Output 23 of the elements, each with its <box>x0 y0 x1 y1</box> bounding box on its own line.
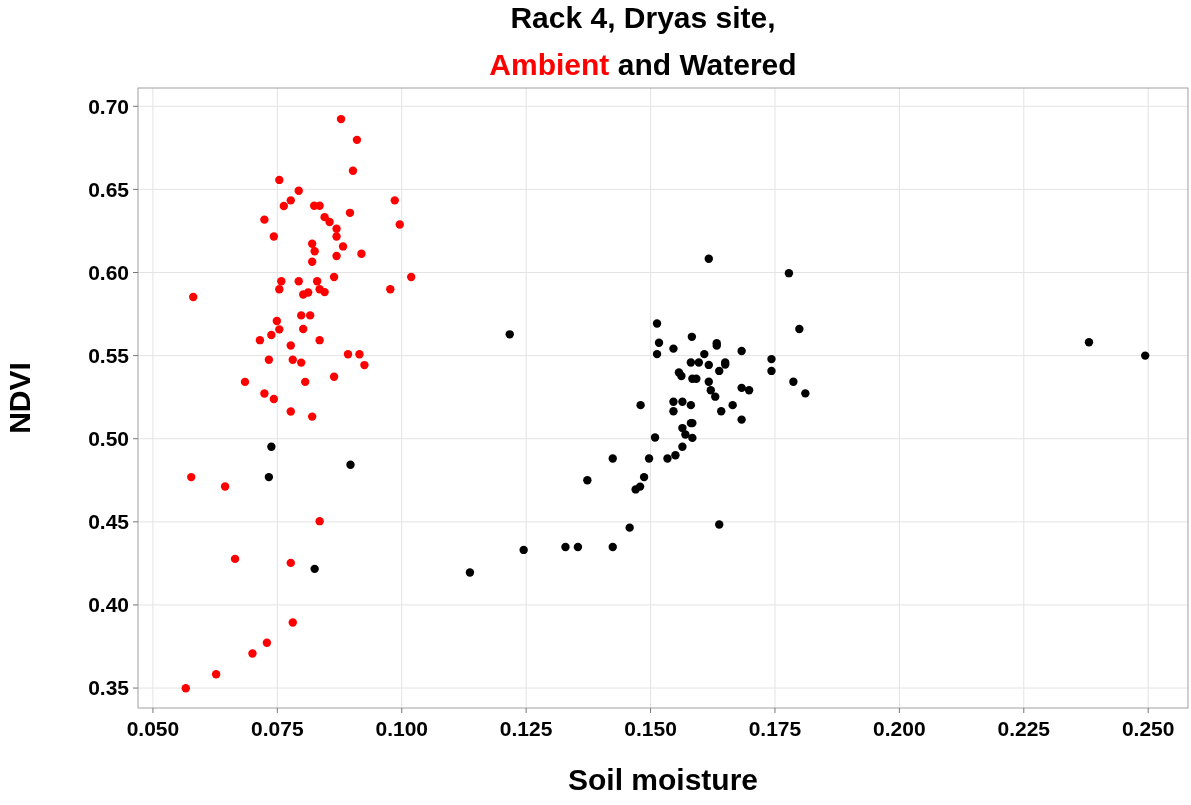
y-tick-label: 0.60 <box>88 260 129 284</box>
text: Watered <box>679 48 797 81</box>
y-tick-label: 0.35 <box>88 676 130 700</box>
y-tick-label: 0.55 <box>88 343 130 367</box>
x-tick-label: 0.175 <box>748 717 802 740</box>
y-tick-label: 0.40 <box>88 593 129 617</box>
x-tick-label: 0.125 <box>499 717 553 740</box>
x-tick-label: 0.075 <box>251 717 304 740</box>
x-tick-label: 0.200 <box>873 717 926 740</box>
text: Ambient <box>489 48 610 81</box>
y-axis-title: NDVI <box>3 362 36 434</box>
x-axis-title: Soil moisture <box>567 763 759 796</box>
y-tick-label: 0.65 <box>88 177 130 201</box>
y-tick-label: 0.50 <box>88 427 129 451</box>
chart-title: Rack 4, Dryas site, <box>510 1 776 34</box>
chart-subtitle: and <box>609 48 680 81</box>
x-tick-label: 0.100 <box>375 717 429 740</box>
x-tick-label: 0.050 <box>126 717 180 740</box>
y-tick-label: 0.45 <box>88 510 130 534</box>
x-tick-label: 0.150 <box>624 717 677 740</box>
x-tick-label: 0.250 <box>1121 717 1175 740</box>
x-tick-label: 0.225 <box>997 717 1051 740</box>
y-tick-label: 0.70 <box>88 94 129 118</box>
